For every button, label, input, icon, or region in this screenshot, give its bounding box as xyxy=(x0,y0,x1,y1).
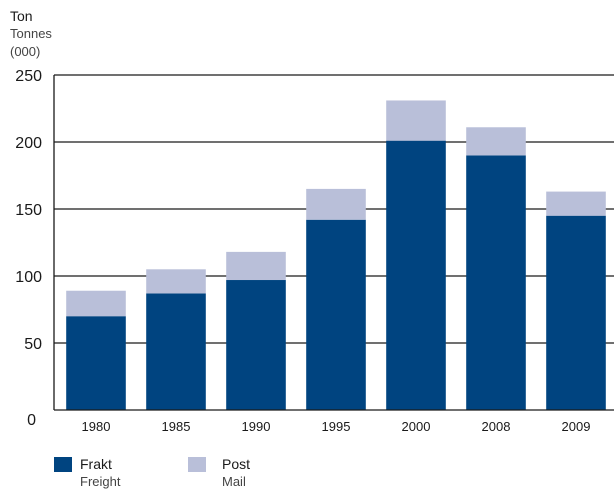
y-tick-label: 50 xyxy=(24,336,42,353)
bar-post-2000 xyxy=(386,100,446,141)
y-tick-label: 150 xyxy=(15,202,42,219)
bar-post-1980 xyxy=(66,290,126,317)
y-tick-label: 250 xyxy=(15,68,42,85)
bar-frakt-1980 xyxy=(66,316,126,410)
legend-item-frakt: Frakt Freight xyxy=(54,455,174,491)
bar-post-1985 xyxy=(146,269,206,294)
x-tick-label: 1995 xyxy=(322,419,351,434)
legend-label-post: Post xyxy=(222,456,251,472)
y-tick-label: 0 xyxy=(27,412,36,429)
y-tick-label: 100 xyxy=(15,269,42,286)
x-tick-label: 2000 xyxy=(402,419,431,434)
x-tick-label: 2009 xyxy=(562,419,591,434)
bar-post-1990 xyxy=(226,251,286,281)
bar-frakt-1995 xyxy=(306,219,366,410)
bar-frakt-2009 xyxy=(546,215,606,410)
bar-post-2008 xyxy=(466,127,526,156)
x-tick-label: 1990 xyxy=(242,419,271,434)
bar-post-2009 xyxy=(546,191,606,216)
bar-frakt-1990 xyxy=(226,280,286,410)
legend-label-freight: Freight xyxy=(80,474,121,489)
y-unit-label-primary: Ton xyxy=(10,8,33,24)
legend-label-mail: Mail xyxy=(222,474,246,489)
y-tick-label: 200 xyxy=(15,135,42,152)
legend-label-frakt: Frakt xyxy=(80,456,112,472)
y-unit-label-tertiary: (000) xyxy=(10,44,41,59)
x-tick-label: 2008 xyxy=(482,419,511,434)
legend-swatch-post xyxy=(188,457,206,472)
bar-post-1995 xyxy=(306,188,366,220)
bar-frakt-2008 xyxy=(466,155,526,410)
x-tick-label: 1985 xyxy=(162,419,191,434)
bar-frakt-2000 xyxy=(386,140,446,410)
x-tick-label: 1980 xyxy=(82,419,111,434)
y-unit-label-secondary: Tonnes xyxy=(10,26,52,41)
bar-frakt-1985 xyxy=(146,293,206,410)
legend-swatch-frakt xyxy=(54,457,72,472)
legend-item-post: Post Mail xyxy=(188,455,308,491)
